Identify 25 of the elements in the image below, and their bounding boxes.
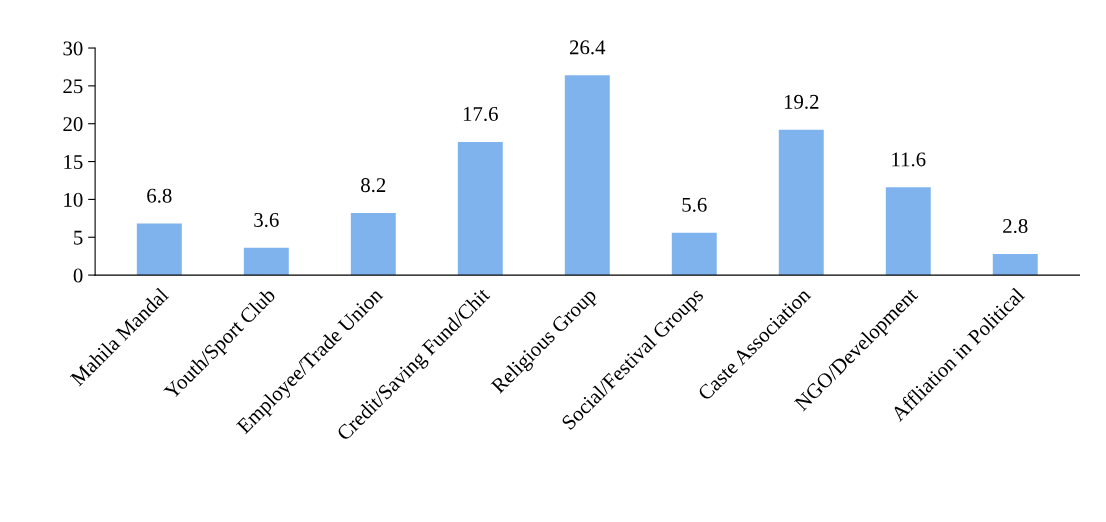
data-label: 6.8 — [147, 188, 172, 203]
data-label: 11.6 — [892, 152, 926, 167]
y-tick-label: 25 — [63, 79, 83, 94]
bar — [885, 187, 931, 276]
bar — [457, 141, 503, 276]
bar — [243, 247, 289, 276]
data-label: 2.8 — [1003, 218, 1028, 234]
y-tick-label: 0 — [73, 268, 83, 283]
bar — [778, 129, 824, 276]
y-tick-label: 10 — [64, 192, 83, 207]
data-label: 8.2 — [361, 178, 386, 193]
y-tick-label: 5 — [74, 230, 83, 245]
bar — [564, 75, 610, 276]
y-tick-label: 15 — [64, 155, 83, 169]
data-label: 3.6 — [254, 212, 279, 228]
data-label: 5.6 — [682, 197, 707, 212]
data-label: 26.4 — [569, 40, 606, 55]
bar — [671, 232, 717, 276]
bar — [992, 253, 1038, 276]
y-tick-label: 30 — [63, 41, 83, 56]
bar — [136, 223, 182, 276]
data-label: 17.6 — [463, 106, 498, 122]
y-tick-label: 20 — [63, 117, 83, 132]
bar — [350, 213, 396, 276]
data-label: 19.2 — [784, 94, 819, 109]
